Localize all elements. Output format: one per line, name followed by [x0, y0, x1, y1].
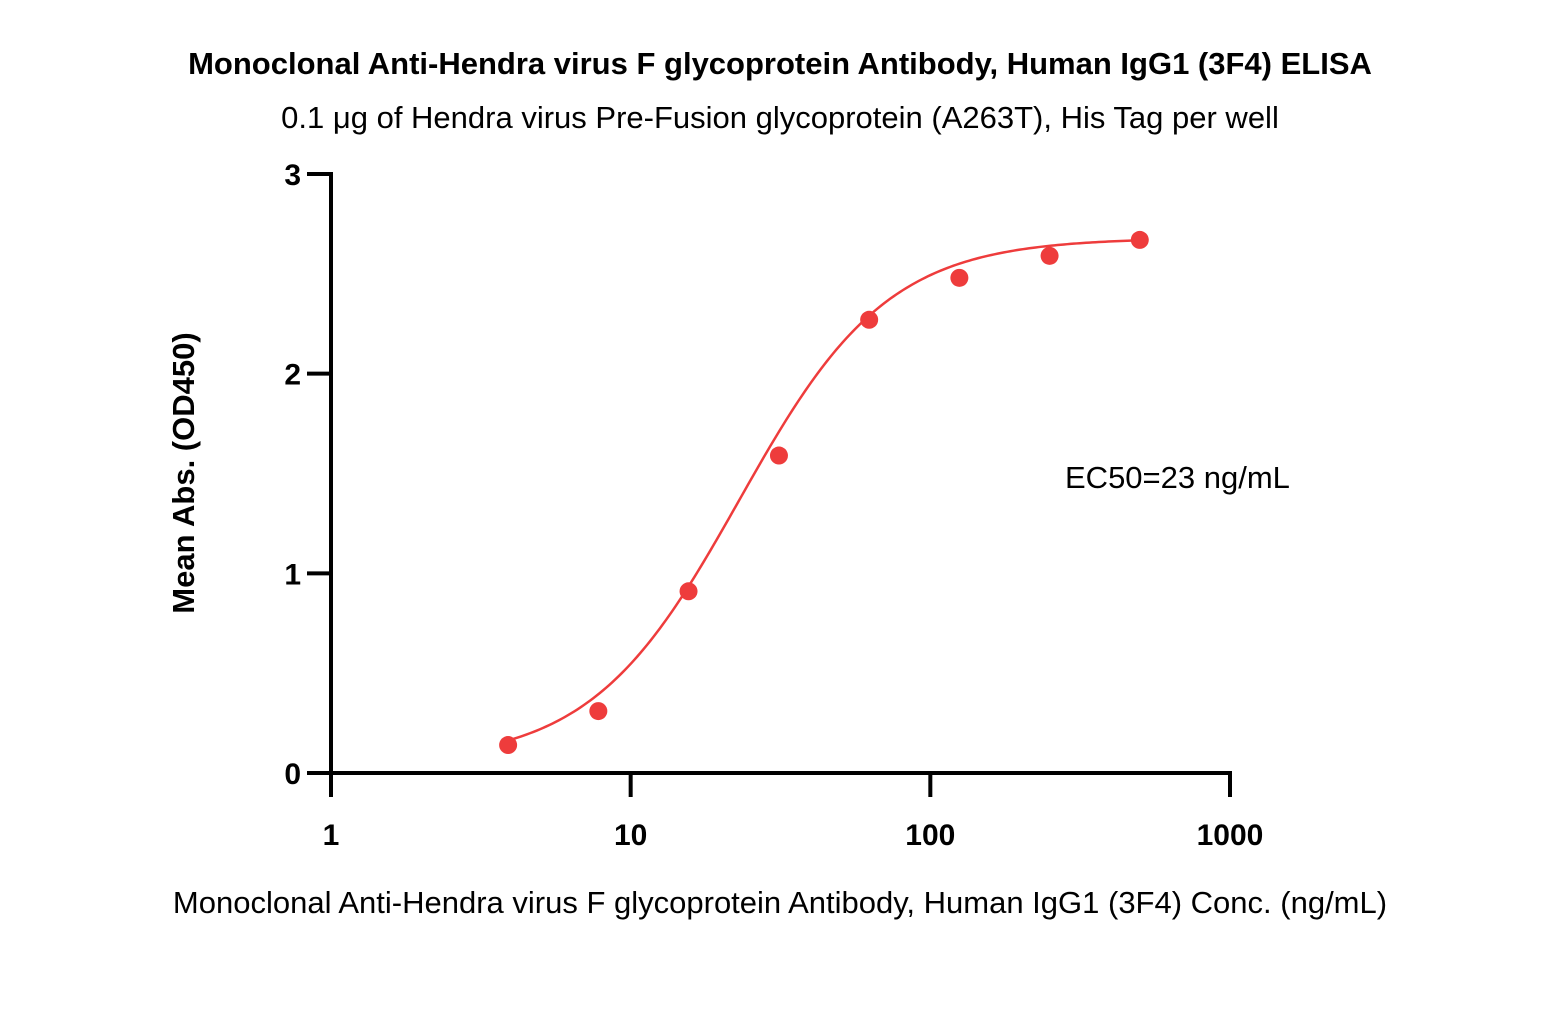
x-tick-label: 10 — [614, 819, 647, 852]
x-axis-label: Monoclonal Anti-Hendra virus F glycoprot… — [173, 885, 1387, 920]
y-tick-label: 2 — [284, 359, 301, 392]
chart-title: Monoclonal Anti-Hendra virus F glycoprot… — [188, 46, 1372, 81]
y-tick-label: 1 — [284, 558, 301, 591]
data-point — [860, 310, 879, 329]
x-tick-label: 1000 — [1197, 819, 1264, 852]
y-axis-label: Mean Abs. (OD450) — [166, 332, 201, 613]
data-point — [589, 702, 608, 721]
chart-subtitle: 0.1 μg of Hendra virus Pre-Fusion glycop… — [281, 100, 1279, 135]
data-point — [1040, 246, 1059, 265]
data-point — [1130, 230, 1149, 249]
y-tick-label: 0 — [284, 758, 301, 791]
x-tick-label: 100 — [905, 819, 955, 852]
data-point — [769, 446, 788, 465]
ec50-annotation: EC50=23 ng/mL — [1065, 460, 1290, 495]
data-point — [950, 268, 969, 287]
x-tick-label: 1 — [323, 819, 340, 852]
data-point — [679, 582, 698, 601]
fit-curve — [507, 239, 1140, 742]
data-points — [499, 230, 1149, 755]
data-point — [499, 736, 518, 755]
y-tick-label: 3 — [284, 159, 301, 192]
